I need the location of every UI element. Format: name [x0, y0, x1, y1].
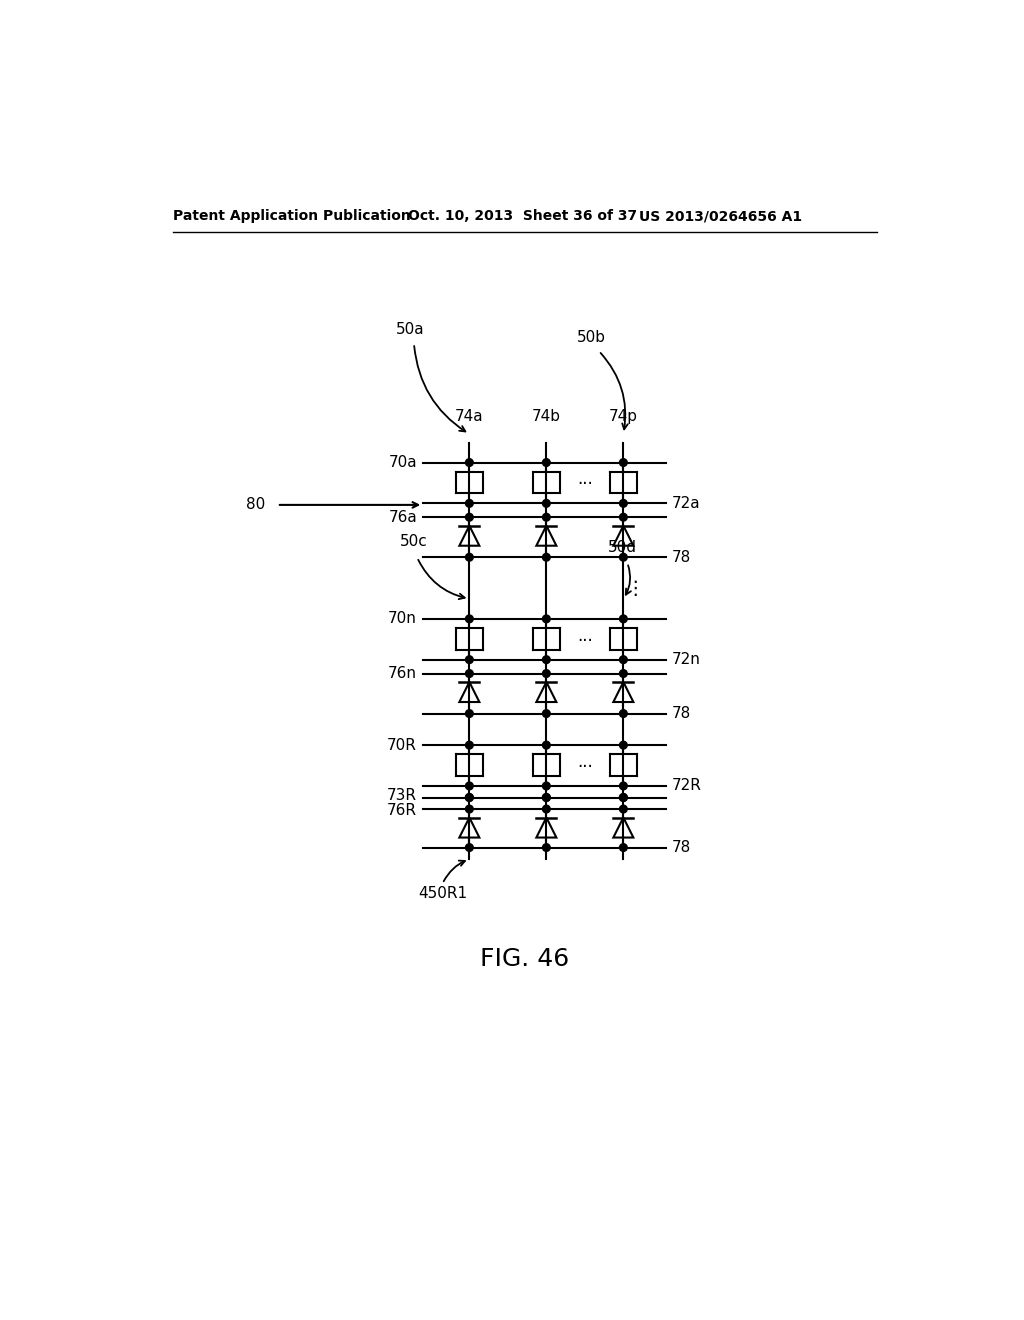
- Circle shape: [466, 710, 473, 718]
- Text: 74p: 74p: [609, 409, 638, 424]
- Text: Patent Application Publication: Patent Application Publication: [173, 209, 411, 223]
- Text: 76R: 76R: [387, 803, 417, 818]
- Text: ⋮: ⋮: [626, 578, 645, 598]
- Circle shape: [620, 710, 628, 718]
- Text: 76a: 76a: [388, 510, 417, 525]
- Circle shape: [620, 553, 628, 561]
- Text: 50a: 50a: [396, 322, 425, 337]
- Circle shape: [466, 793, 473, 801]
- Circle shape: [620, 805, 628, 813]
- Circle shape: [543, 553, 550, 561]
- Circle shape: [543, 669, 550, 677]
- Circle shape: [466, 742, 473, 748]
- Text: 50d: 50d: [608, 540, 637, 554]
- Circle shape: [543, 781, 550, 789]
- Text: 50b: 50b: [578, 330, 606, 345]
- Circle shape: [543, 615, 550, 623]
- Text: ...: ...: [577, 470, 593, 488]
- Circle shape: [620, 793, 628, 801]
- Text: 76n: 76n: [388, 667, 417, 681]
- Circle shape: [543, 805, 550, 813]
- Circle shape: [466, 669, 473, 677]
- Text: 74a: 74a: [455, 409, 483, 424]
- Circle shape: [543, 710, 550, 718]
- Text: 70a: 70a: [388, 455, 417, 470]
- Text: ...: ...: [577, 754, 593, 771]
- Circle shape: [466, 615, 473, 623]
- Circle shape: [466, 656, 473, 664]
- Circle shape: [466, 553, 473, 561]
- Circle shape: [620, 781, 628, 789]
- Circle shape: [466, 513, 473, 521]
- Text: FIG. 46: FIG. 46: [480, 948, 569, 972]
- Circle shape: [466, 843, 473, 851]
- Circle shape: [620, 615, 628, 623]
- Text: 450R1: 450R1: [418, 886, 467, 902]
- Circle shape: [620, 843, 628, 851]
- Text: US 2013/0264656 A1: US 2013/0264656 A1: [639, 209, 802, 223]
- Circle shape: [466, 781, 473, 789]
- Text: 70n: 70n: [388, 611, 417, 627]
- Text: 80: 80: [246, 498, 265, 512]
- Circle shape: [543, 499, 550, 507]
- Circle shape: [620, 459, 628, 466]
- Circle shape: [543, 742, 550, 748]
- Text: 78: 78: [672, 706, 691, 721]
- Circle shape: [543, 793, 550, 801]
- Circle shape: [466, 499, 473, 507]
- Circle shape: [620, 669, 628, 677]
- Circle shape: [620, 656, 628, 664]
- Text: 73R: 73R: [387, 788, 417, 804]
- Text: ...: ...: [577, 627, 593, 644]
- Circle shape: [466, 459, 473, 466]
- Text: 70R: 70R: [387, 738, 417, 752]
- Circle shape: [620, 513, 628, 521]
- Text: 72a: 72a: [672, 496, 700, 511]
- Circle shape: [543, 843, 550, 851]
- Text: 50c: 50c: [400, 535, 428, 549]
- Circle shape: [543, 513, 550, 521]
- Text: 78: 78: [672, 549, 691, 565]
- Text: 72R: 72R: [672, 779, 701, 793]
- Circle shape: [620, 793, 628, 801]
- Circle shape: [543, 793, 550, 801]
- Circle shape: [543, 656, 550, 664]
- Circle shape: [466, 805, 473, 813]
- Circle shape: [543, 459, 550, 466]
- Text: 74b: 74b: [531, 409, 561, 424]
- Circle shape: [620, 499, 628, 507]
- Circle shape: [466, 793, 473, 801]
- Text: Oct. 10, 2013  Sheet 36 of 37: Oct. 10, 2013 Sheet 36 of 37: [408, 209, 637, 223]
- Text: 72n: 72n: [672, 652, 700, 667]
- Circle shape: [620, 742, 628, 748]
- Text: 78: 78: [672, 840, 691, 855]
